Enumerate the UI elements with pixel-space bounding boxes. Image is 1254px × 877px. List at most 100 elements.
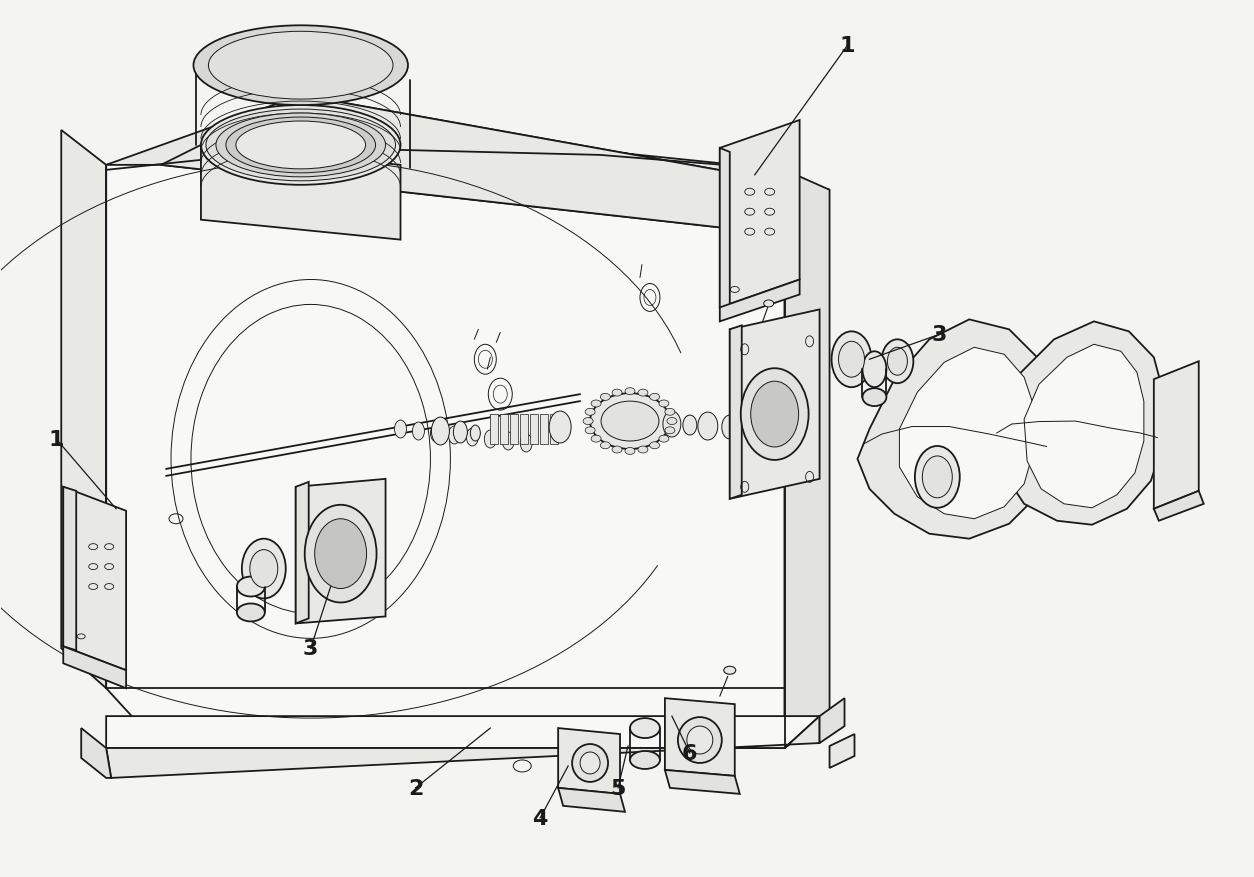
Polygon shape	[830, 734, 854, 768]
Ellipse shape	[601, 402, 658, 441]
Ellipse shape	[612, 446, 622, 453]
Ellipse shape	[863, 352, 887, 388]
Polygon shape	[63, 488, 76, 651]
Polygon shape	[520, 415, 528, 445]
Polygon shape	[63, 488, 127, 671]
Ellipse shape	[201, 106, 400, 186]
Ellipse shape	[395, 421, 406, 438]
Ellipse shape	[915, 446, 959, 508]
Polygon shape	[61, 131, 107, 688]
Ellipse shape	[171, 280, 450, 638]
Ellipse shape	[722, 416, 737, 439]
Ellipse shape	[454, 422, 468, 444]
Text: 1: 1	[49, 430, 64, 450]
Ellipse shape	[206, 110, 395, 182]
Polygon shape	[665, 698, 735, 776]
Ellipse shape	[431, 417, 449, 446]
Ellipse shape	[237, 577, 265, 597]
Ellipse shape	[237, 603, 265, 622]
Ellipse shape	[612, 389, 622, 396]
Ellipse shape	[663, 411, 681, 438]
Text: 3: 3	[932, 325, 947, 345]
Polygon shape	[720, 280, 800, 322]
Polygon shape	[107, 717, 820, 748]
Polygon shape	[107, 96, 830, 235]
Ellipse shape	[586, 409, 596, 416]
Polygon shape	[720, 121, 800, 308]
Polygon shape	[63, 646, 127, 688]
Polygon shape	[558, 728, 619, 794]
Ellipse shape	[591, 394, 670, 449]
Ellipse shape	[520, 434, 532, 453]
Ellipse shape	[208, 32, 393, 100]
Ellipse shape	[630, 718, 660, 738]
Ellipse shape	[650, 442, 660, 449]
Text: 5: 5	[611, 778, 626, 798]
Polygon shape	[161, 96, 830, 235]
Ellipse shape	[665, 427, 675, 434]
Ellipse shape	[236, 122, 366, 169]
Ellipse shape	[503, 432, 514, 451]
Ellipse shape	[697, 412, 717, 440]
Polygon shape	[720, 149, 730, 312]
Polygon shape	[858, 320, 1055, 539]
Text: 3: 3	[303, 638, 319, 659]
Polygon shape	[665, 770, 740, 794]
Ellipse shape	[601, 394, 611, 401]
Polygon shape	[296, 482, 308, 624]
Ellipse shape	[630, 751, 660, 769]
Text: 4: 4	[533, 808, 548, 828]
Ellipse shape	[923, 456, 952, 498]
Ellipse shape	[863, 389, 887, 407]
Polygon shape	[500, 415, 508, 445]
Ellipse shape	[831, 332, 872, 388]
Ellipse shape	[586, 427, 596, 434]
Ellipse shape	[839, 342, 864, 378]
Ellipse shape	[591, 401, 601, 408]
Polygon shape	[107, 717, 820, 778]
Ellipse shape	[242, 539, 286, 599]
Polygon shape	[730, 326, 742, 499]
Polygon shape	[296, 480, 385, 624]
Ellipse shape	[638, 389, 648, 396]
Polygon shape	[1025, 345, 1144, 508]
Polygon shape	[730, 310, 820, 499]
Ellipse shape	[624, 389, 635, 396]
Ellipse shape	[470, 425, 480, 441]
Ellipse shape	[591, 436, 601, 443]
Text: 1: 1	[840, 36, 855, 56]
Polygon shape	[107, 166, 785, 748]
Ellipse shape	[601, 442, 611, 449]
Ellipse shape	[549, 411, 571, 444]
Polygon shape	[510, 415, 518, 445]
Ellipse shape	[650, 394, 660, 401]
Ellipse shape	[724, 667, 736, 674]
Ellipse shape	[624, 448, 635, 455]
Ellipse shape	[216, 114, 385, 178]
Ellipse shape	[658, 436, 668, 443]
Ellipse shape	[484, 431, 497, 448]
Ellipse shape	[572, 745, 608, 782]
Polygon shape	[490, 415, 498, 445]
Text: 2: 2	[408, 778, 423, 798]
Polygon shape	[820, 698, 844, 743]
Polygon shape	[530, 415, 538, 445]
Ellipse shape	[751, 381, 799, 447]
Ellipse shape	[583, 418, 593, 425]
Ellipse shape	[226, 118, 375, 174]
Ellipse shape	[658, 401, 668, 408]
Ellipse shape	[667, 418, 677, 425]
Ellipse shape	[466, 429, 478, 446]
Ellipse shape	[315, 519, 366, 588]
Polygon shape	[540, 415, 548, 445]
Polygon shape	[785, 171, 830, 748]
Text: 6: 6	[682, 743, 697, 763]
Ellipse shape	[764, 301, 774, 308]
Polygon shape	[899, 348, 1035, 519]
Polygon shape	[201, 146, 400, 240]
Ellipse shape	[638, 446, 648, 453]
Polygon shape	[558, 788, 624, 812]
Polygon shape	[82, 728, 112, 778]
Ellipse shape	[581, 752, 601, 774]
Ellipse shape	[882, 340, 913, 384]
